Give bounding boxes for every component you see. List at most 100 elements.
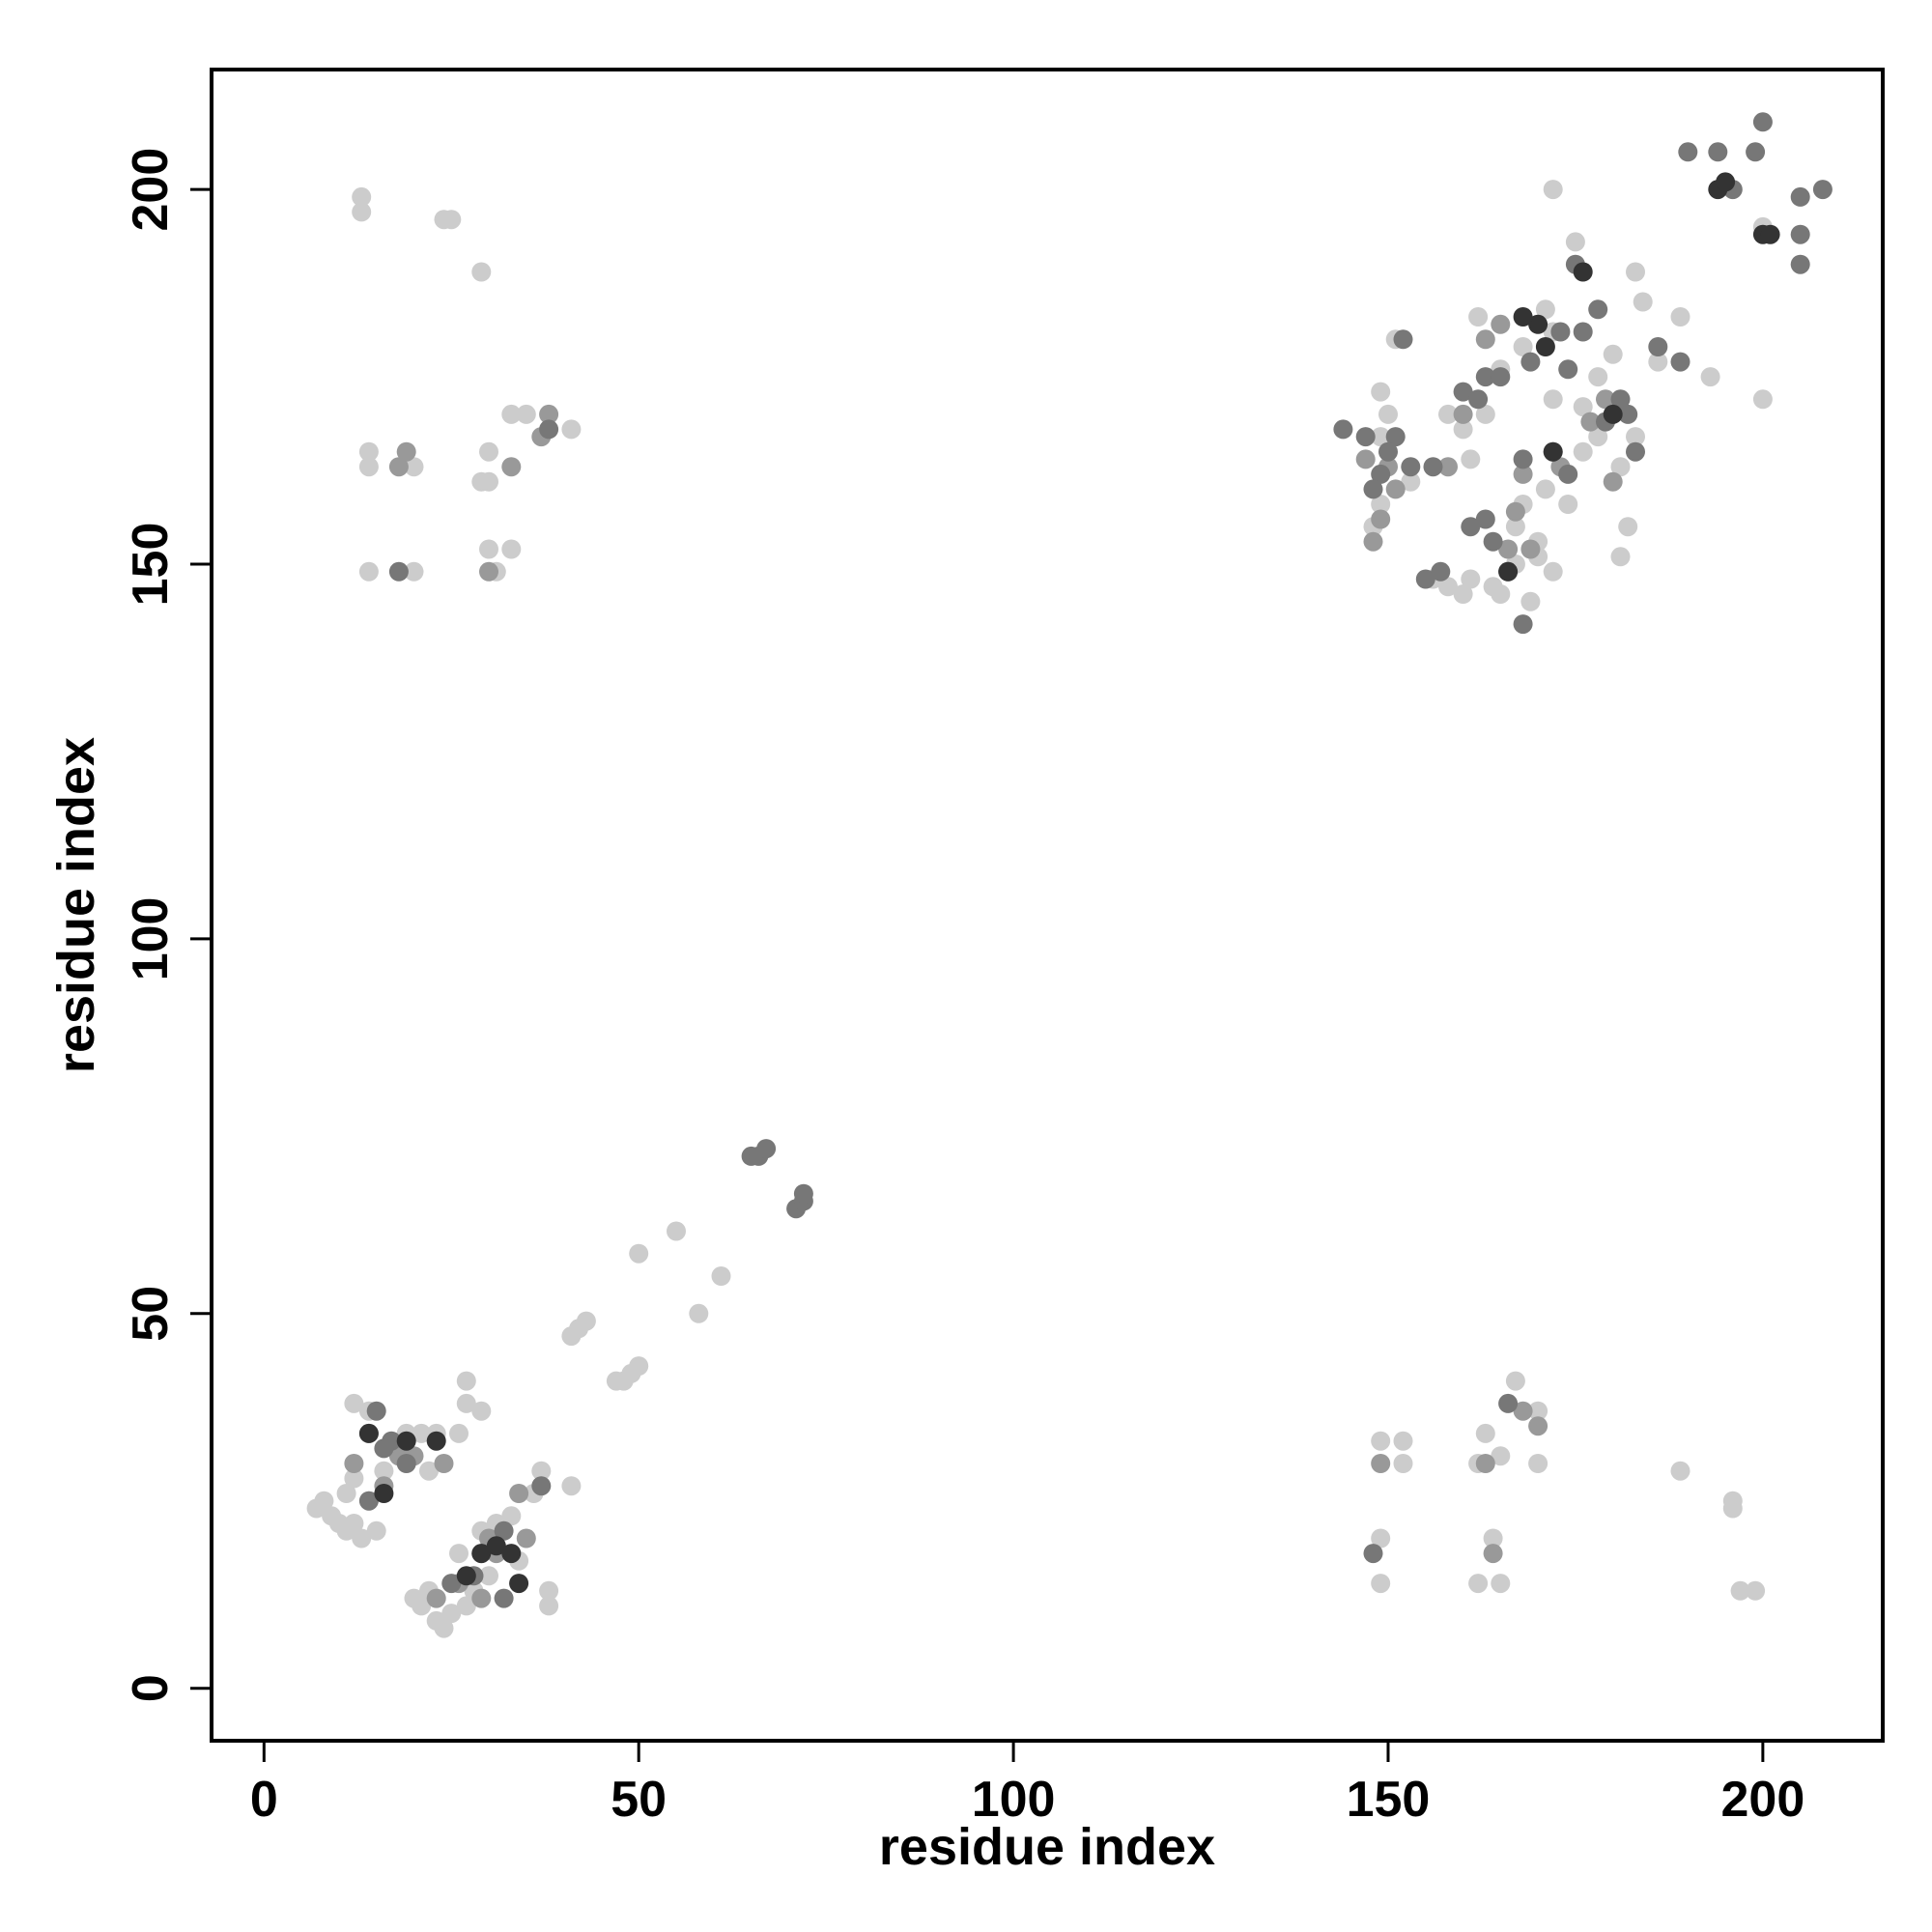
data-point xyxy=(1573,441,1593,462)
data-point xyxy=(396,1431,416,1451)
data-point xyxy=(1580,412,1601,432)
data-point xyxy=(1633,292,1653,312)
data-point xyxy=(1558,495,1578,514)
data-point xyxy=(1363,531,1383,552)
data-point xyxy=(1415,569,1435,589)
data-point xyxy=(1648,337,1668,356)
data-point xyxy=(396,1454,416,1473)
data-point xyxy=(509,1574,529,1594)
y-tick-label: 100 xyxy=(123,897,179,981)
data-point xyxy=(1393,1431,1413,1451)
data-point xyxy=(1588,367,1608,387)
y-axis: 0 50 100 150 200 xyxy=(123,148,212,1702)
data-point xyxy=(1708,142,1728,162)
data-point xyxy=(374,1438,394,1459)
data-point xyxy=(352,202,372,222)
data-point xyxy=(1483,1528,1503,1548)
data-point xyxy=(1543,180,1563,200)
data-point xyxy=(456,1566,476,1586)
data-point xyxy=(352,1528,372,1548)
data-point xyxy=(1371,1454,1391,1473)
data-point xyxy=(358,1423,379,1443)
data-point xyxy=(756,1139,777,1159)
data-point xyxy=(1752,112,1773,132)
data-point xyxy=(404,457,424,477)
data-point xyxy=(441,210,462,230)
x-tick-label: 100 xyxy=(972,1772,1056,1828)
data-point xyxy=(509,1484,529,1503)
data-point xyxy=(1498,1393,1519,1413)
data-point xyxy=(494,1520,514,1541)
data-point xyxy=(471,1401,492,1421)
data-point xyxy=(1371,509,1391,529)
data-point xyxy=(1333,419,1353,440)
data-point xyxy=(1505,501,1525,522)
data-point xyxy=(456,1371,476,1391)
data-point xyxy=(1678,142,1698,162)
data-point xyxy=(1401,457,1421,477)
data-point xyxy=(1371,1528,1391,1548)
data-point xyxy=(1520,352,1541,372)
data-point xyxy=(449,1544,469,1564)
data-point xyxy=(486,1536,506,1556)
data-point xyxy=(374,1461,394,1481)
data-point xyxy=(441,1604,462,1624)
data-point xyxy=(1760,224,1780,244)
data-point xyxy=(1371,427,1391,447)
data-point xyxy=(539,419,559,440)
data-point xyxy=(352,186,372,207)
data-point xyxy=(344,1468,364,1489)
x-axis-title: residue index xyxy=(879,1818,1215,1876)
data-point xyxy=(1543,389,1563,410)
data-point xyxy=(1378,441,1398,462)
data-point xyxy=(479,1566,498,1586)
data-point xyxy=(1355,427,1376,447)
data-point xyxy=(388,561,409,582)
data-point xyxy=(1468,1574,1489,1594)
data-point xyxy=(1543,561,1563,582)
data-point xyxy=(793,1183,813,1204)
data-point xyxy=(1746,1580,1766,1601)
data-point xyxy=(1670,1461,1690,1481)
data-point xyxy=(576,1311,596,1331)
data-point xyxy=(1461,517,1481,537)
data-point xyxy=(1475,329,1495,350)
data-point xyxy=(358,561,379,582)
data-point xyxy=(1453,584,1473,604)
plot-frame xyxy=(210,68,1885,1743)
data-point xyxy=(1491,584,1511,604)
data-point xyxy=(1573,322,1593,342)
data-point xyxy=(1790,254,1810,274)
data-point xyxy=(412,1596,432,1616)
data-point xyxy=(1670,352,1690,372)
data-point xyxy=(1596,389,1615,410)
data-point xyxy=(1648,352,1668,372)
data-point xyxy=(1790,224,1810,244)
data-point xyxy=(1812,180,1833,200)
data-point xyxy=(1498,561,1519,582)
data-point xyxy=(426,1431,446,1451)
data-point xyxy=(1401,471,1421,492)
data-point xyxy=(1385,479,1406,499)
y-tick-label: 0 xyxy=(123,1674,179,1702)
data-point xyxy=(501,1506,522,1526)
data-point xyxy=(441,1574,462,1594)
y-tick-label: 150 xyxy=(123,523,179,607)
data-point xyxy=(1588,427,1608,447)
data-point xyxy=(1371,495,1391,514)
data-point xyxy=(456,1393,476,1413)
data-point xyxy=(689,1303,709,1323)
data-point xyxy=(667,1221,686,1241)
data-point xyxy=(314,1491,334,1511)
data-point xyxy=(1491,314,1511,334)
data-point xyxy=(501,404,522,424)
data-point xyxy=(1528,1454,1548,1473)
data-point xyxy=(539,404,559,424)
data-point xyxy=(561,1476,582,1496)
data-point xyxy=(629,1243,649,1264)
data-point xyxy=(494,1588,514,1608)
data-point xyxy=(1752,389,1773,410)
data-point xyxy=(419,1461,439,1481)
data-point xyxy=(396,441,416,462)
